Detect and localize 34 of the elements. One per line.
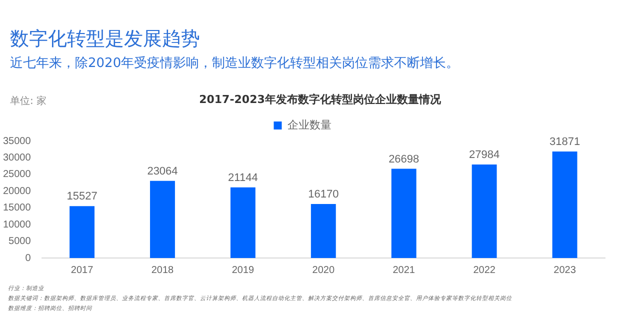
- y-tick-label: 5000: [8, 236, 32, 248]
- x-tick-label: 2020: [312, 264, 335, 276]
- data-label: 15527: [66, 190, 98, 203]
- y-tick-label: 0: [25, 252, 32, 264]
- bar: [391, 168, 416, 258]
- x-tick-label: 2019: [232, 264, 255, 276]
- x-tick-label: 2023: [554, 264, 576, 276]
- x-tick-label: 2017: [70, 264, 94, 276]
- bar: [70, 206, 95, 258]
- y-tick-label: 20000: [2, 186, 32, 197]
- legend-label: 企业数量: [287, 118, 332, 132]
- x-tick-label: 2021: [392, 264, 416, 276]
- data-label: 21144: [228, 172, 258, 184]
- chart-subtitle: 近七年来，除2020年受疫情影响，制造业数字化转型相关岗位需求不断增长。: [10, 55, 460, 72]
- x-tick-label: 2022: [473, 264, 496, 276]
- chart-title: 数字化转型是发展趋势: [10, 27, 200, 52]
- y-axis-title: 单位: 家: [10, 94, 47, 108]
- bar: [552, 151, 578, 258]
- bar: [310, 204, 336, 258]
- y-tick-label: 15000: [2, 202, 32, 214]
- data-label: 31871: [549, 136, 580, 148]
- data-label: 16170: [308, 188, 339, 200]
- bar: [230, 187, 256, 258]
- y-tick-label: 35000: [2, 136, 32, 147]
- data-label: 23064: [147, 165, 178, 178]
- bar: [150, 180, 175, 258]
- text: 2017-2023年发布数字化转型岗位企业数量情况: [199, 93, 441, 106]
- y-tick-label: 30000: [2, 152, 32, 164]
- y-tick-label: 10000: [2, 219, 32, 230]
- data-label: 26698: [388, 153, 420, 166]
- bar: [472, 164, 497, 258]
- x-tick-label: 2018: [151, 264, 174, 276]
- data-label: 27984: [469, 148, 500, 161]
- y-tick-label: 25000: [2, 169, 32, 180]
